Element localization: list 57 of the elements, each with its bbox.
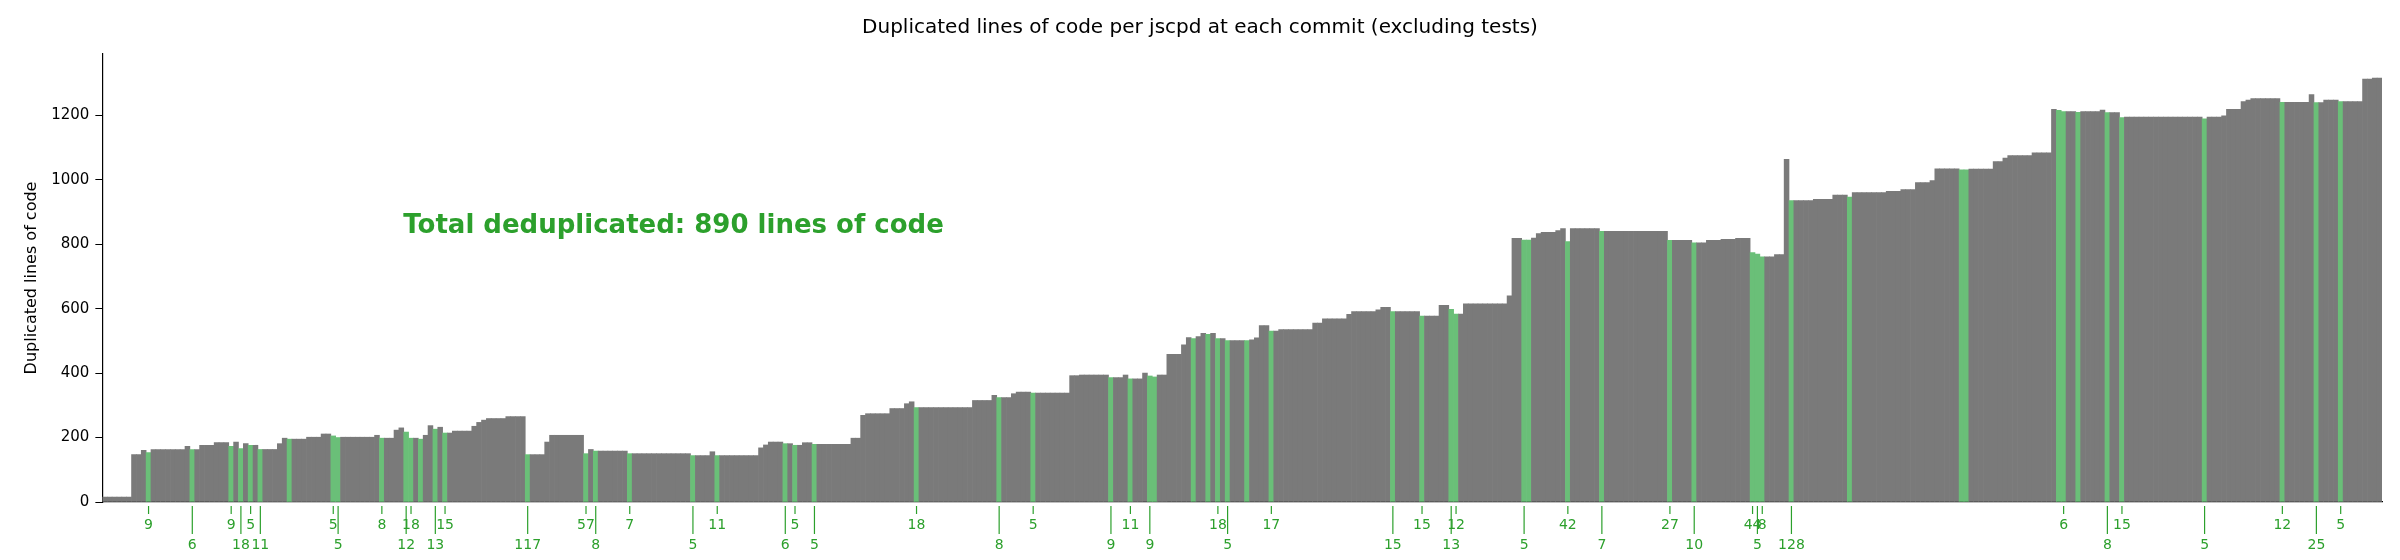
x-tick-label: 5 <box>333 535 343 552</box>
x-tick-label: 117 <box>514 535 542 552</box>
x-tick-label: 9 <box>1145 535 1155 552</box>
y-tick-label: 1200 <box>51 105 90 124</box>
x-tick-label: 6 <box>780 535 790 552</box>
chart-title: Duplicated lines of code per jscpd at each commit (excluding tests) <box>862 14 1538 39</box>
x-tick-label: 5 <box>328 515 338 532</box>
x-tick-label: 11 <box>251 535 270 552</box>
x-tick-label: 42 <box>1558 515 1577 532</box>
x-tick-label: 6 <box>187 535 197 552</box>
x-tick-label: 57 <box>577 515 595 532</box>
x-tick-label: 27 <box>1661 515 1679 532</box>
x-tick-label: 18 <box>231 535 250 552</box>
x-tick-label: 5 <box>1028 515 1038 532</box>
x-tick-label: 11 <box>708 515 727 532</box>
x-tick-label: 15 <box>436 515 454 532</box>
y-axis-title: Duplicated lines of code <box>20 181 40 375</box>
x-tick-label: 9 <box>226 515 236 532</box>
x-tick-label: 8 <box>994 535 1004 552</box>
annotation: Total deduplicated: 890 lines of code <box>403 209 944 240</box>
x-tick-label: 13 <box>1442 535 1461 552</box>
x-tick-label: 8 <box>2102 535 2112 552</box>
x-tick-label: 5 <box>688 535 698 552</box>
y-tick-label: 200 <box>60 427 90 446</box>
x-tick-label: 6 <box>2059 515 2069 532</box>
x-tick-label: 9 <box>1106 535 1116 552</box>
x-tick-label: 5 <box>790 515 800 532</box>
x-tick-label: 18 <box>1208 515 1227 532</box>
x-tick-label: 5 <box>1223 535 1233 552</box>
x-tick-label: 10 <box>1685 535 1704 552</box>
x-tick-label: 8 <box>591 535 601 552</box>
x-tick-label: 15 <box>2113 515 2131 532</box>
x-tick-label: 17 <box>1262 515 1281 532</box>
x-tick-label: 15 <box>1383 535 1402 552</box>
x-tick-label: 5 <box>809 535 819 552</box>
x-tick-label: 5 <box>246 515 256 532</box>
y-tick-label: 600 <box>60 298 90 317</box>
x-tick-label: 7 <box>1597 535 1607 552</box>
x-tick-label: 5 <box>2336 515 2346 532</box>
y-tick-label: 400 <box>60 362 90 381</box>
x-tick-label: 128 <box>1778 535 1805 552</box>
x-tick-label: 25 <box>2307 535 2326 552</box>
x-tick-label: 13 <box>426 535 445 552</box>
x-tick-label: 5 <box>1752 535 1762 552</box>
x-tick-label: 5 <box>1519 535 1529 552</box>
x-tick-label: 18 <box>907 515 926 532</box>
y-tick-label: 800 <box>60 234 90 253</box>
x-tick-label: 11 <box>1121 515 1140 532</box>
x-tick-label: 5 <box>2200 535 2210 552</box>
x-tick-label: 12 <box>2273 515 2292 532</box>
x-tick-label: 15 <box>1413 515 1431 532</box>
x-tick-label: 7 <box>625 515 635 532</box>
x-tick-label: 9 <box>144 515 154 532</box>
y-tick-label: 0 <box>79 491 90 510</box>
y-tick-label: 1000 <box>51 169 90 188</box>
x-tick-label: 8 <box>377 515 387 532</box>
x-tick-label: 12 <box>397 535 416 552</box>
